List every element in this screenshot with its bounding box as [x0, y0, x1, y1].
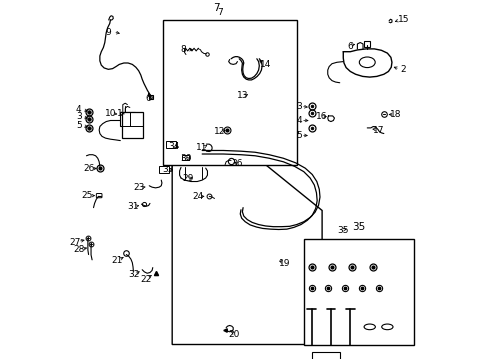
Text: 23: 23: [133, 183, 145, 192]
Text: 25: 25: [81, 191, 93, 200]
Text: 13: 13: [237, 91, 248, 100]
Text: 7: 7: [213, 3, 219, 13]
Text: 29: 29: [182, 174, 193, 183]
Bar: [182, 156, 189, 160]
Text: 31: 31: [127, 202, 139, 211]
Text: 8: 8: [180, 45, 185, 54]
Bar: [122, 112, 142, 138]
Text: 16: 16: [316, 112, 327, 121]
Text: 32: 32: [128, 270, 140, 279]
Text: 35: 35: [337, 226, 348, 235]
Text: 12: 12: [214, 127, 225, 136]
Text: 6: 6: [145, 94, 151, 103]
Text: 9: 9: [105, 28, 111, 37]
Text: 21: 21: [111, 256, 122, 265]
Text: 27: 27: [69, 238, 81, 247]
Text: 28: 28: [73, 246, 84, 255]
Bar: [159, 166, 169, 173]
Text: 7: 7: [217, 8, 223, 17]
Text: 22: 22: [141, 275, 152, 284]
Bar: [166, 141, 176, 148]
Text: 3: 3: [296, 102, 302, 111]
Text: 20: 20: [228, 330, 239, 339]
Text: 6: 6: [347, 42, 352, 51]
Text: 18: 18: [389, 110, 401, 119]
Text: 2: 2: [400, 65, 405, 74]
Text: 15: 15: [397, 15, 408, 24]
Text: 17: 17: [372, 126, 384, 135]
Text: 5: 5: [296, 131, 302, 140]
Text: 36: 36: [230, 159, 242, 168]
Text: 3: 3: [76, 112, 81, 121]
Text: 1: 1: [117, 109, 123, 118]
Text: 11: 11: [196, 143, 207, 152]
Text: 4: 4: [76, 105, 81, 114]
Text: 14: 14: [260, 59, 271, 68]
Text: 5: 5: [76, 121, 81, 130]
Bar: [120, 112, 135, 126]
Text: 19: 19: [279, 259, 290, 268]
Text: 33: 33: [162, 165, 173, 174]
Bar: [163, 20, 297, 165]
Text: 34: 34: [168, 143, 179, 152]
Text: 26: 26: [83, 164, 94, 173]
Text: 24: 24: [192, 192, 203, 201]
Bar: [311, 352, 339, 360]
Text: 35: 35: [352, 222, 365, 231]
Bar: [304, 239, 413, 345]
Text: 30: 30: [180, 154, 192, 163]
Text: 4: 4: [296, 116, 302, 125]
Text: 10: 10: [104, 109, 116, 118]
